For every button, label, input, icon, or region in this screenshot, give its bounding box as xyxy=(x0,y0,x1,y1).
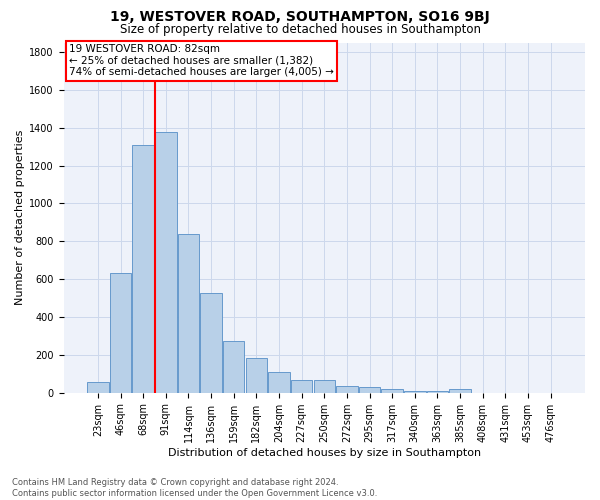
Bar xyxy=(382,390,403,392)
Bar xyxy=(245,358,267,392)
Text: Size of property relative to detached houses in Southampton: Size of property relative to detached ho… xyxy=(119,22,481,36)
Bar xyxy=(404,391,425,392)
Bar xyxy=(449,390,471,392)
Bar xyxy=(268,372,290,392)
Text: 19 WESTOVER ROAD: 82sqm
← 25% of detached houses are smaller (1,382)
74% of semi: 19 WESTOVER ROAD: 82sqm ← 25% of detache… xyxy=(69,44,334,78)
Bar xyxy=(314,380,335,392)
Bar xyxy=(110,272,131,392)
Bar xyxy=(155,132,176,392)
Bar xyxy=(291,380,313,392)
Bar xyxy=(87,382,109,392)
Text: Contains HM Land Registry data © Crown copyright and database right 2024.
Contai: Contains HM Land Registry data © Crown c… xyxy=(12,478,377,498)
Bar xyxy=(178,234,199,392)
Y-axis label: Number of detached properties: Number of detached properties xyxy=(15,130,25,306)
Text: 19, WESTOVER ROAD, SOUTHAMPTON, SO16 9BJ: 19, WESTOVER ROAD, SOUTHAMPTON, SO16 9BJ xyxy=(110,10,490,24)
X-axis label: Distribution of detached houses by size in Southampton: Distribution of detached houses by size … xyxy=(167,448,481,458)
Bar xyxy=(133,144,154,392)
Bar xyxy=(359,388,380,392)
Bar xyxy=(427,391,448,392)
Bar xyxy=(200,294,222,392)
Bar xyxy=(223,340,244,392)
Bar xyxy=(336,386,358,392)
